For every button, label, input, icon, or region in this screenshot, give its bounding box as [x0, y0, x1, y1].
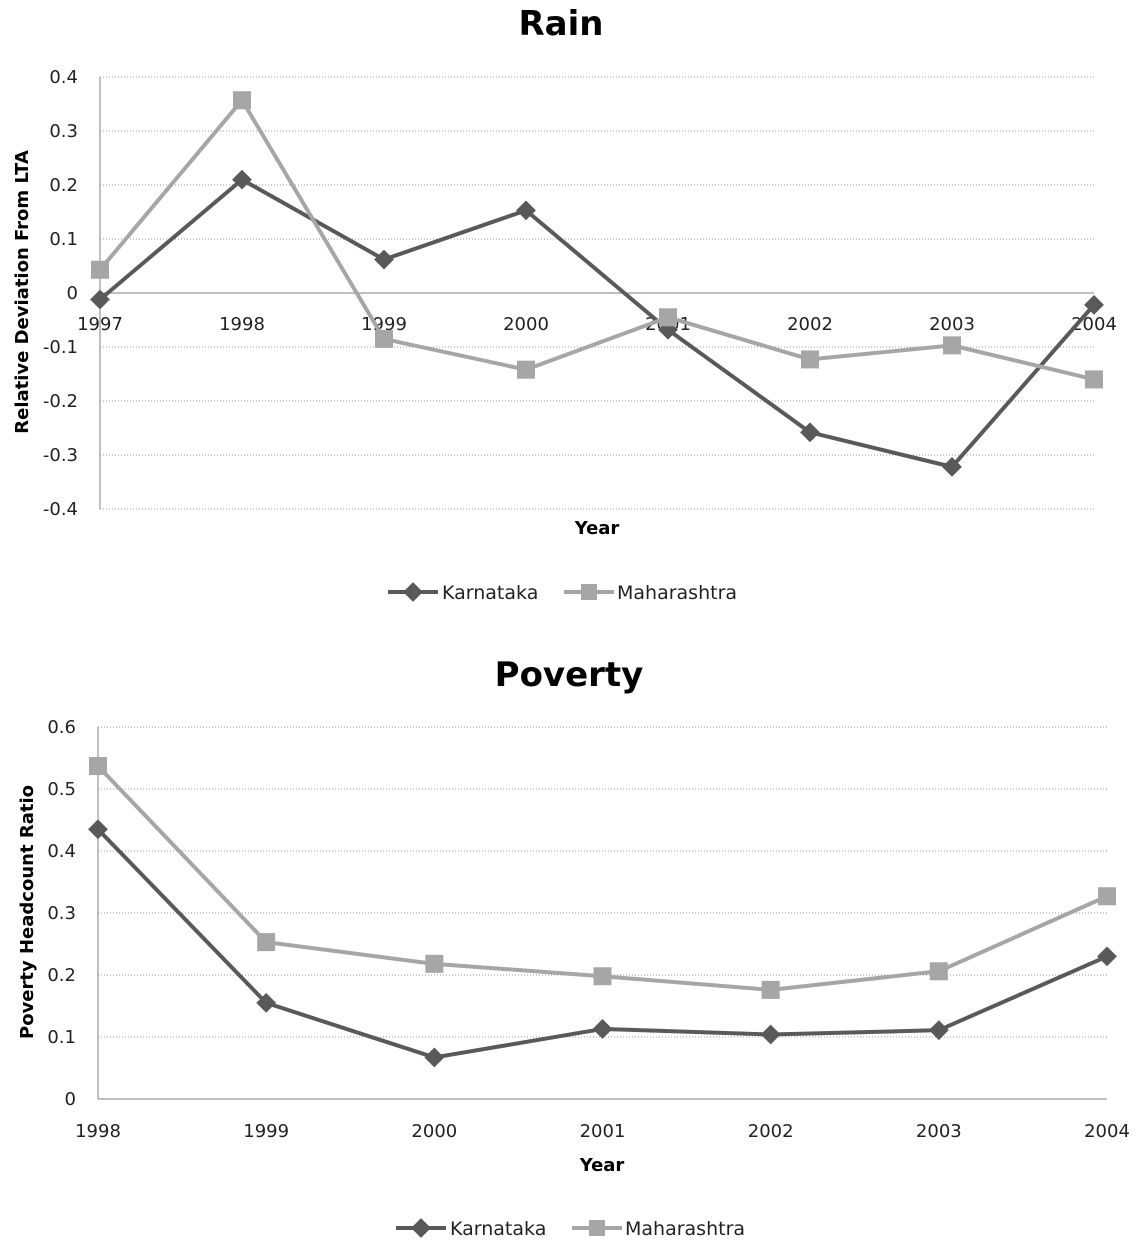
- rain-maharashtra-point: [233, 91, 251, 110]
- poverty-y-tick-label: 0.2: [47, 965, 76, 986]
- rain-x-tick-label: 1997: [77, 314, 123, 335]
- poverty-x-tick-label: 2001: [580, 1121, 626, 1142]
- poverty-x-tick-label: 2003: [916, 1121, 962, 1142]
- poverty-x-tick-label: 1999: [243, 1121, 289, 1142]
- poverty-maharashtra-point: [761, 980, 780, 999]
- rain-x-axis-title: Year: [574, 518, 620, 539]
- poverty-x-tick-label: 2002: [748, 1121, 794, 1142]
- poverty-y-tick-label: 0.1: [47, 1027, 76, 1048]
- poverty-maharashtra-point: [425, 954, 444, 973]
- poverty-y-tick-label: 0.4: [47, 841, 76, 862]
- rain-y-tick-label: 0.2: [49, 175, 78, 196]
- rain-y-tick-label: -0.3: [43, 445, 78, 466]
- rain-karnataka-point: [374, 249, 394, 270]
- rain-y-tick-label: 0.4: [49, 67, 78, 88]
- legend-maharashtra-label: Maharashtra: [617, 582, 737, 604]
- rain-karnataka-point: [90, 289, 110, 310]
- rain-y-tick-label: -0.2: [43, 391, 78, 412]
- poverty-y-tick-label: 0.6: [47, 717, 76, 738]
- rain-gridlines: [99, 76, 1094, 510]
- rain-chart-title: Rain: [519, 4, 604, 44]
- legend-karnataka-marker: [403, 582, 423, 602]
- poverty-karnataka-point: [256, 993, 277, 1013]
- poverty-y-tick-label: 0: [65, 1089, 76, 1110]
- poverty-x-tick-label: 1998: [75, 1121, 121, 1142]
- rain-maharashtra-line: [98, 98, 1095, 382]
- poverty-karnataka-point: [760, 1024, 781, 1045]
- legend-karnataka-label: Karnataka: [450, 1218, 546, 1240]
- rain-maharashtra-point: [1085, 370, 1103, 389]
- rain-x-tick-label: 2003: [929, 314, 975, 335]
- poverty-x-tick-label: 2004: [1084, 1121, 1130, 1142]
- poverty-karnataka-point: [592, 1019, 613, 1039]
- rain-x-tick-label: 2000: [503, 314, 549, 335]
- rain-y-ticks: 0.4 0.3 0.2 0.1 0 -0.1 -0.2 -0.3 -0.4: [43, 67, 78, 520]
- legend-maharashtra-marker: [581, 584, 597, 600]
- rain-karnataka-point: [232, 169, 252, 190]
- poverty-series: [88, 757, 1117, 1068]
- poverty-maharashtra-point: [1098, 887, 1116, 906]
- poverty-maharashtra-point: [257, 933, 276, 952]
- rain-karnataka-point: [800, 422, 820, 443]
- rain-x-tick-label: 2002: [787, 314, 833, 335]
- rain-maharashtra-point: [659, 308, 677, 327]
- poverty-chart-title: Poverty: [495, 655, 644, 695]
- poverty-maharashtra-point: [929, 962, 948, 981]
- legend-karnataka-marker: [411, 1218, 431, 1238]
- poverty-karnataka-point: [1097, 946, 1117, 967]
- poverty-legend: Karnataka Maharashtra: [396, 1218, 745, 1240]
- rain-karnataka-point: [1084, 294, 1104, 315]
- rain-maharashtra-point: [91, 260, 109, 279]
- rain-y-tick-label: 0.1: [49, 229, 78, 250]
- poverty-karnataka-point: [928, 1020, 949, 1041]
- rain-legend: Karnataka Maharashtra: [388, 582, 737, 604]
- rain-y-axis-title: Relative Deviation From LTA: [12, 150, 33, 434]
- poverty-maharashtra-point: [593, 967, 612, 986]
- rain-y-tick-label: -0.4: [43, 499, 78, 520]
- poverty-y-tick-label: 0.5: [47, 779, 76, 800]
- rain-karnataka-line: [98, 177, 1096, 469]
- legend-karnataka-label: Karnataka: [442, 582, 538, 604]
- legend-maharashtra-marker: [589, 1220, 605, 1236]
- poverty-maharashtra-point: [89, 757, 107, 776]
- rain-series: [90, 91, 1104, 477]
- poverty-karnataka-point: [424, 1047, 445, 1068]
- poverty-y-tick-label: 0.3: [47, 903, 76, 924]
- poverty-x-axis-title: Year: [579, 1155, 625, 1176]
- rain-chart: Rain Year Relative Deviation From LTA 0.…: [12, 4, 1117, 604]
- poverty-x-ticks: 1998 1999 2000 2001 2002 2003 2004: [75, 1121, 1130, 1142]
- rain-y-tick-label: -0.1: [43, 337, 78, 358]
- legend-maharashtra-label: Maharashtra: [625, 1218, 745, 1240]
- rain-x-ticks: 19971998199920002001200220032004: [77, 314, 1117, 335]
- rain-maharashtra-point: [517, 360, 535, 379]
- poverty-gridlines: [97, 726, 1107, 1100]
- rain-maharashtra-point: [801, 350, 819, 369]
- poverty-y-axis-title: Poverty Headcount Ratio: [17, 785, 38, 1039]
- rain-y-tick-label: 0.3: [49, 121, 78, 142]
- poverty-y-ticks: 0.6 0.5 0.4 0.3 0.2 0.1 0: [47, 717, 76, 1110]
- rain-karnataka-point: [942, 456, 962, 477]
- poverty-x-tick-label: 2000: [411, 1121, 457, 1142]
- rain-maharashtra-point: [943, 336, 961, 355]
- rain-x-tick-label: 1998: [219, 314, 265, 335]
- rain-maharashtra-point: [375, 329, 393, 348]
- poverty-chart: Poverty Year Poverty Headcount Ratio 0.6…: [17, 655, 1130, 1240]
- poverty-maharashtra-line: [96, 764, 1108, 992]
- rain-y-tick-label: 0: [67, 283, 78, 304]
